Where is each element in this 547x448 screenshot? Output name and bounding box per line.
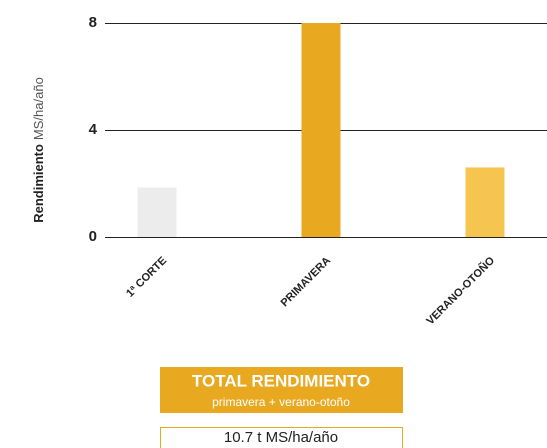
bar: [465, 167, 505, 237]
x-tick-label: PRIMAVERA: [279, 255, 334, 310]
summary-title: TOTAL RENDIMIENTO: [192, 371, 370, 390]
summary-value: 10.7 t MS/ha/año: [224, 429, 338, 446]
y-label-rest: MS/ha/año: [31, 77, 46, 140]
bar: [301, 23, 341, 237]
y-axis-label: Rendimiento MS/ha/año: [31, 77, 46, 223]
y-tick-label: 0: [89, 228, 97, 245]
summary-subtitle: primavera + verano-otoño: [212, 395, 350, 409]
summary-banner: [160, 367, 403, 413]
y-tick-label: 4: [89, 121, 98, 138]
x-tick-label: VERANO-OTOÑO: [424, 254, 498, 328]
y-tick-label: 8: [89, 14, 97, 31]
y-label-bold: Rendimiento: [31, 144, 46, 223]
x-tick-label: 1ª CORTE: [124, 255, 169, 300]
summary-box: [160, 427, 403, 448]
bar: [137, 187, 177, 237]
